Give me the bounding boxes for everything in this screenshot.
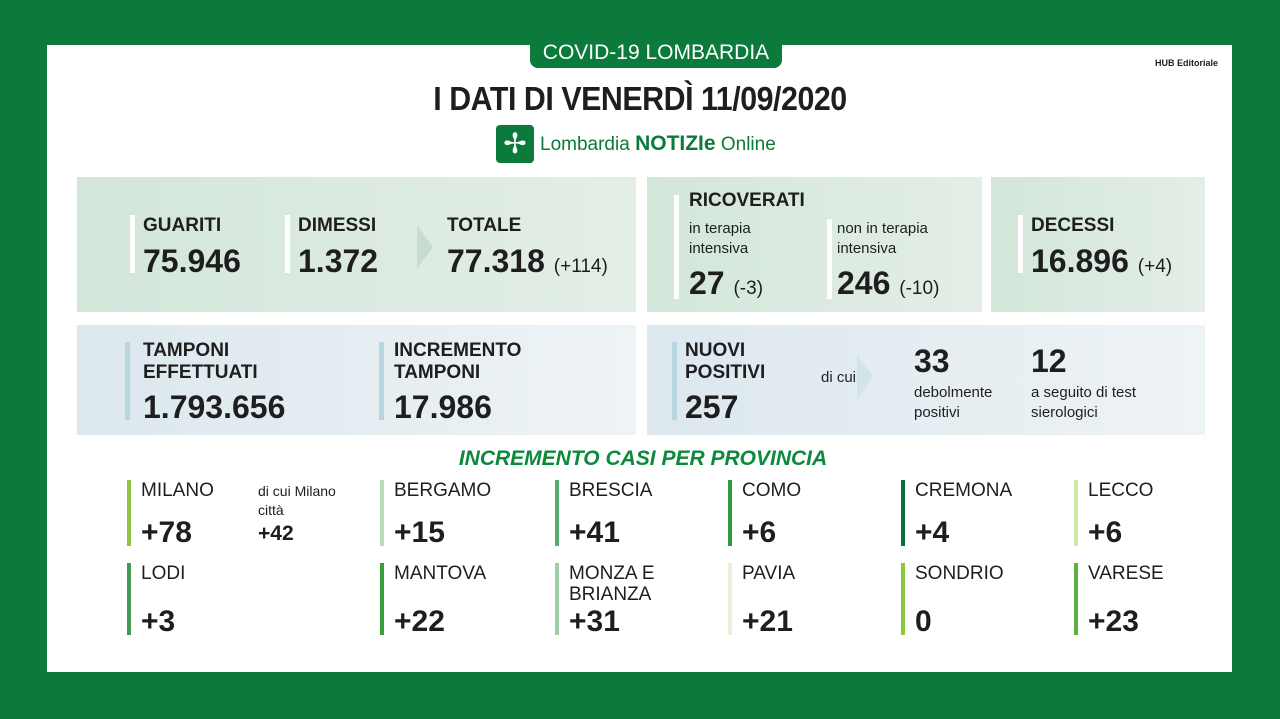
header-tab: COVID-19 LOMBARDIA [530,40,782,68]
siero-value: 12 [1031,343,1067,379]
nti-value: 246 [837,265,891,301]
tamponi-panel: TAMPONI EFFETTUATI 1.793.656 INCREMENTO … [77,325,636,435]
province-name: CREMONA [915,480,1013,501]
province-name: MONZA E BRIANZA [569,563,655,605]
province-value: +41 [569,516,620,549]
arrow-icon [417,225,433,269]
lombardia-rose-icon: ✢ [496,125,534,163]
totale-label: TOTALE [447,215,522,236]
incremento-value: 17.986 [394,389,492,425]
province-value: 0 [915,605,932,638]
guariti-panel: GUARITI 75.946 DIMESSI 1.372 TOTALE 77.3… [77,177,636,312]
province-bar [1074,563,1078,635]
incremento-label: INCREMENTO TAMPONI [394,340,522,383]
deboli-label: debolmente positivi [914,384,993,421]
nti-label: non in terapia intensiva [837,220,928,257]
province-name: PAVIA [742,563,796,584]
totale-value: 77.318 [447,243,545,279]
decessi-delta: (+4) [1137,256,1173,277]
decessi-panel: DECESSI 16.896 (+4) [991,177,1205,312]
province-value: +22 [394,605,445,638]
province-value: +6 [742,516,777,549]
province-value: +21 [742,605,793,638]
province-name: BERGAMO [394,480,492,501]
province-name: MANTOVA [394,563,487,584]
logo: ✢ Lombardia NOTIZIe Online [496,125,776,163]
province-name: LECCO [1088,480,1154,501]
province-name: BRESCIA [569,480,653,501]
milano-city-label: di cui Milano città [258,483,336,518]
province-bar [380,480,384,546]
decessi-value: 16.896 [1031,243,1129,279]
province-bar [555,480,559,546]
logo-bold: NOTIZIe [635,132,716,155]
totale-delta: (+114) [553,256,608,277]
province-value: +23 [1088,605,1139,638]
milano-city-value: +42 [258,522,294,545]
tamponi-label: TAMPONI EFFETTUATI [143,340,258,383]
ti-value: 27 [689,265,725,301]
province-name: LODI [141,563,186,584]
di-cui-label: di cui [821,369,857,386]
province-value: +78 [141,516,192,549]
province-value: +15 [394,516,445,549]
positivi-label: NUOVI POSITIVI [685,340,766,383]
province-bar [555,563,559,635]
province-value: +4 [915,516,950,549]
logo-prefix: Lombardia [540,134,630,155]
province-name: VARESE [1088,563,1164,584]
province-bar [728,563,732,635]
province-bar [901,480,905,546]
ricoverati-label: RICOVERATI [689,190,805,211]
tamponi-value: 1.793.656 [143,389,286,425]
province-bar [380,563,384,635]
province-value: +31 [569,605,620,638]
dimessi-label: DIMESSI [298,215,377,236]
province-value: +6 [1088,516,1123,549]
province-bar [1074,480,1078,546]
decessi-label: DECESSI [1031,215,1115,236]
logo-suffix: Online [720,134,776,155]
ti-label: in terapia intensiva [689,220,751,257]
dimessi-value: 1.372 [298,243,379,279]
deboli-value: 33 [914,343,950,379]
ricoverati-panel: RICOVERATI in terapia intensiva 27 (-3) … [647,177,982,312]
hub-label: HUB Editoriale [1154,58,1218,68]
positivi-value: 257 [685,389,739,425]
siero-label: a seguito di test sierologici [1031,384,1137,421]
positivi-panel: NUOVI POSITIVI 257 di cui 33 debolmente … [647,325,1205,435]
guariti-label: GUARITI [143,215,222,236]
province-value: +3 [141,605,176,638]
province-bar [901,563,905,635]
arrow-icon [857,355,873,399]
province-bar [127,480,131,546]
province-bar [728,480,732,546]
page-title: I DATI DI VENERDÌ 11/09/2020 [433,80,847,117]
nti-delta: (-10) [899,278,940,299]
province-name: COMO [742,480,802,501]
ti-delta: (-3) [733,278,764,299]
province-name: SONDRIO [915,563,1004,584]
province-bar [127,563,131,635]
province-name: MILANO [141,480,214,501]
province-title: INCREMENTO CASI PER PROVINCIA [458,447,828,470]
guariti-value: 75.946 [143,243,241,279]
